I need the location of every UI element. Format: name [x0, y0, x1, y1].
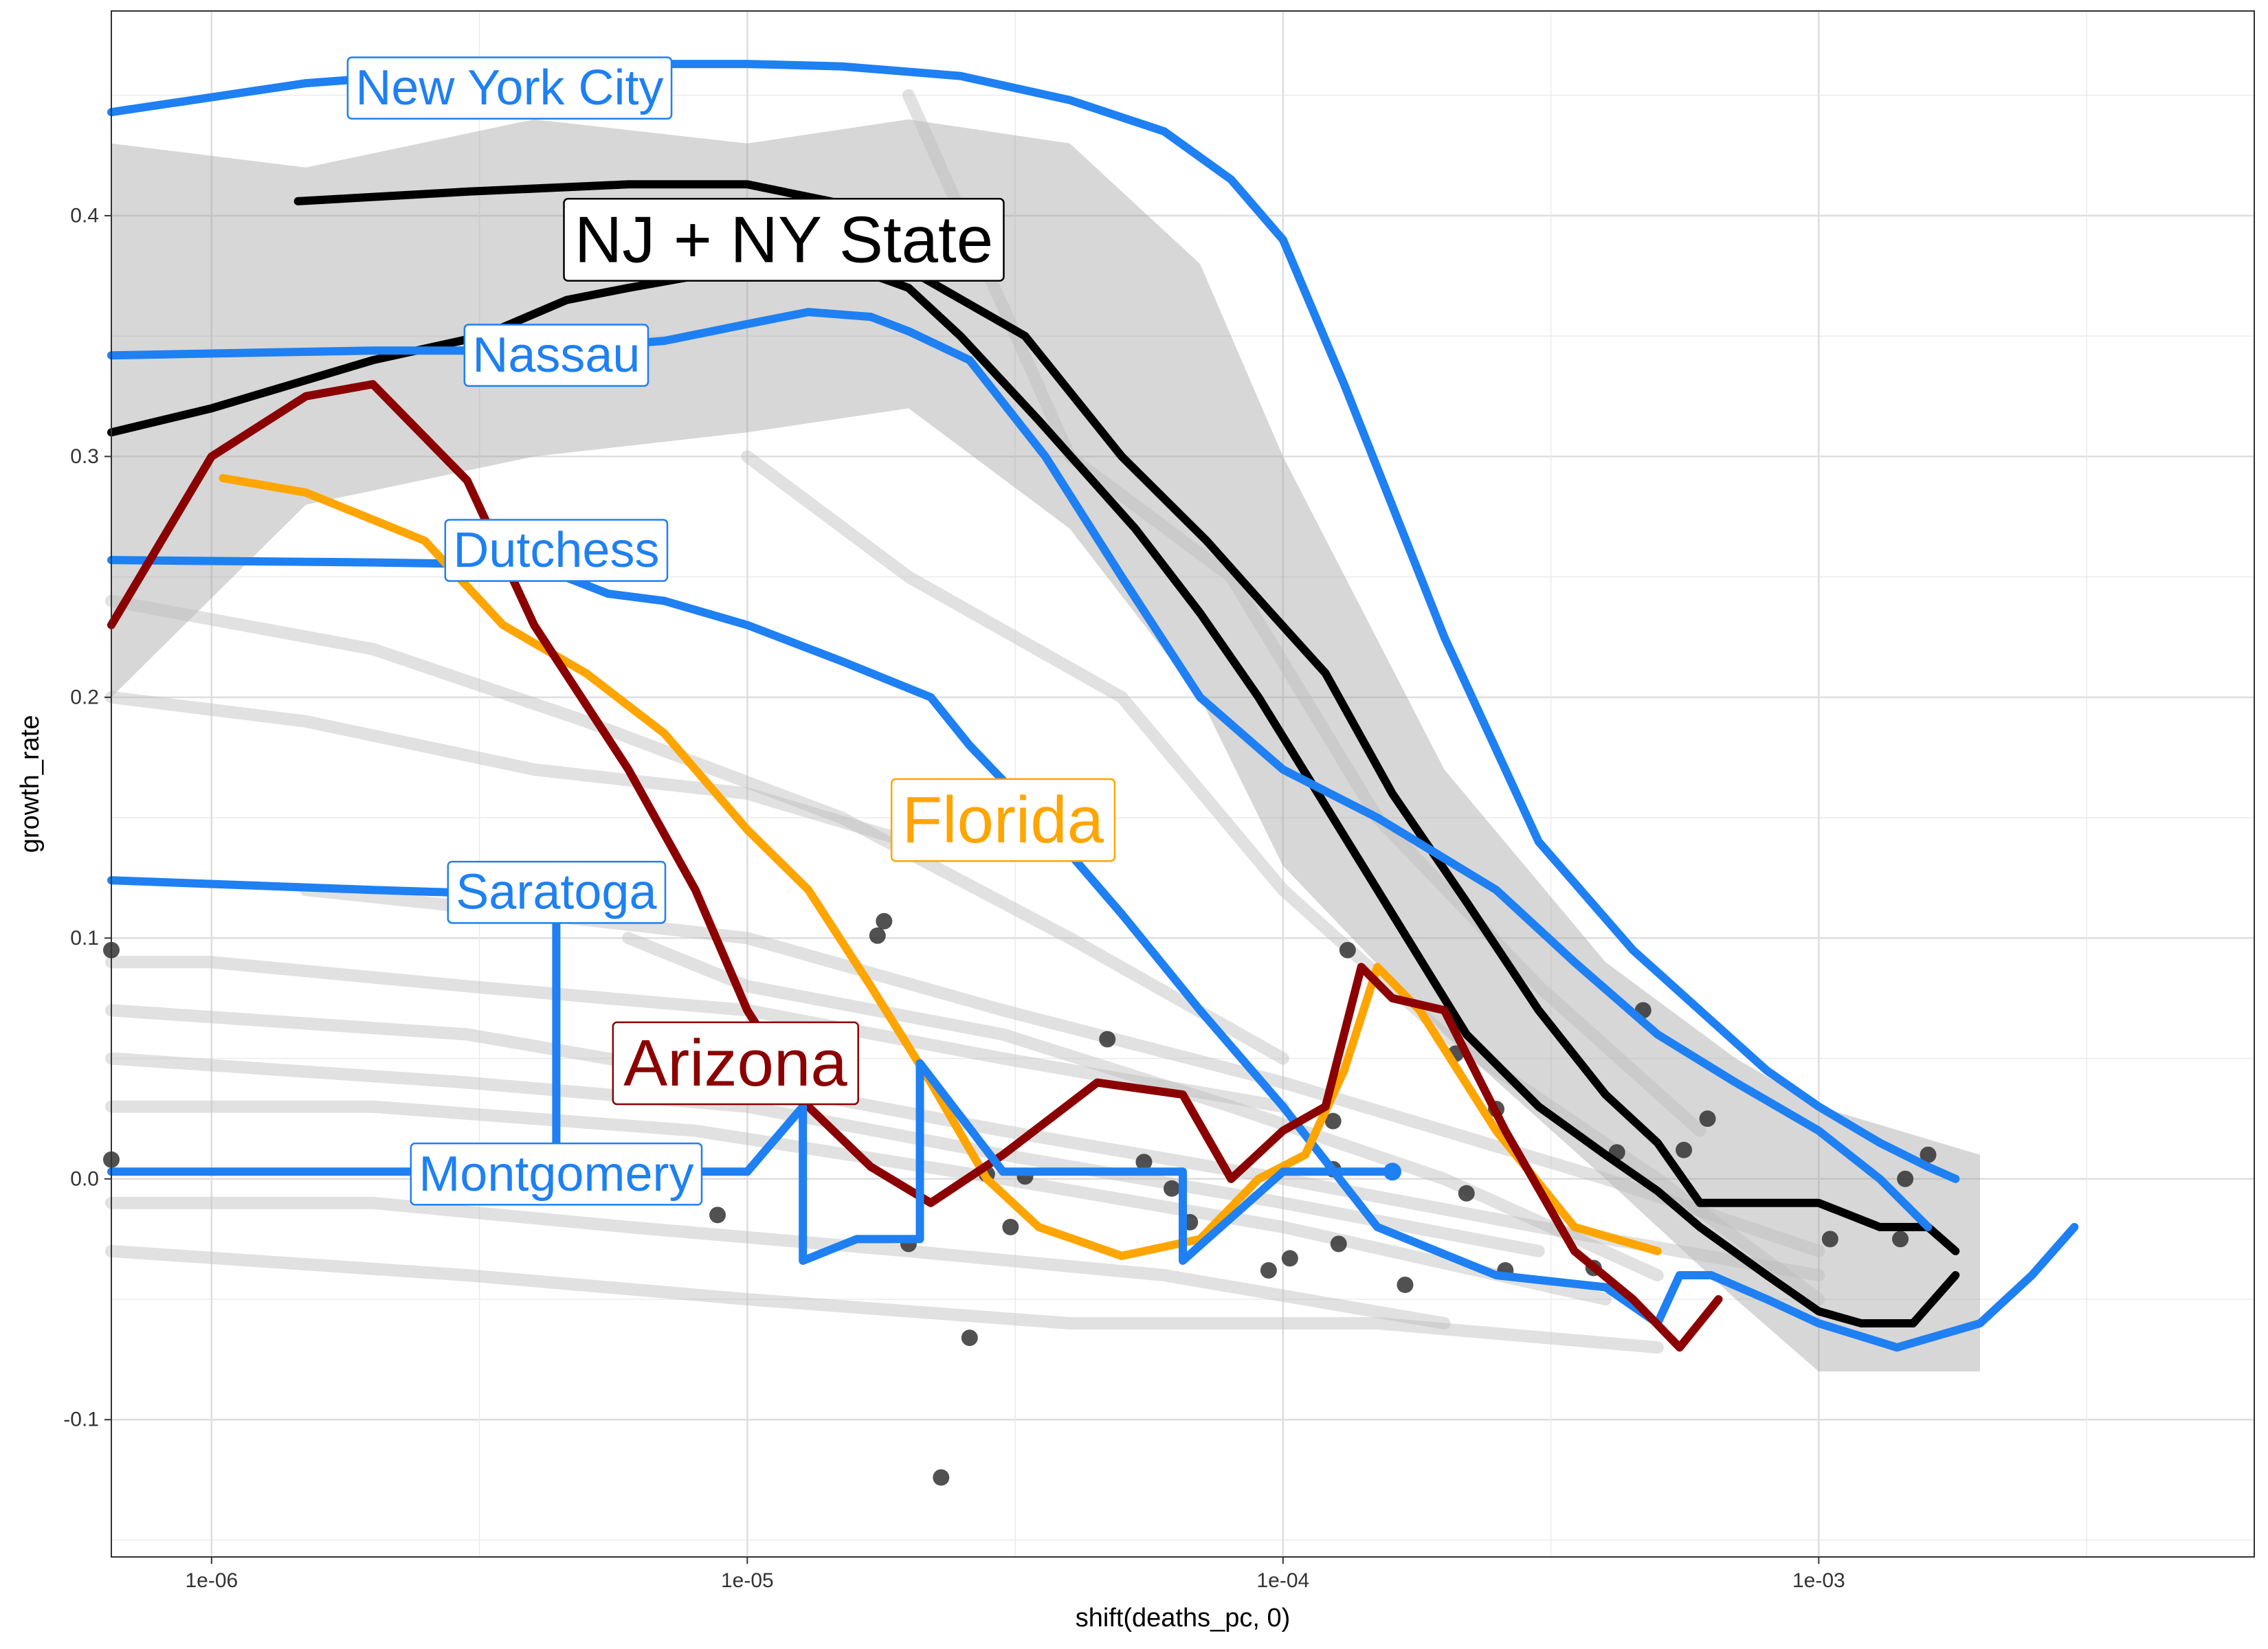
- label-new-york-city: New York City: [346, 56, 673, 120]
- series-line-dutchess: [107, 556, 2079, 1352]
- label-box: [612, 1021, 859, 1106]
- series-endpoint-montgomery: [1383, 1163, 1401, 1181]
- y-tick-label: -0.1: [63, 1409, 99, 1431]
- label-saratoga: Saratoga: [447, 860, 667, 924]
- x-axis-title: shift(deaths_pc, 0): [1076, 1604, 1291, 1633]
- background-series-line: [105, 956, 1289, 1113]
- confidence-band: [111, 119, 1980, 1372]
- label-nassau: Nassau: [463, 324, 649, 388]
- y-axis: -0.1 0.0 0.1 0.2 0.3 0.4: [63, 204, 111, 1431]
- x-axis: 1e-06 1e-05 1e-04 1e-03: [185, 1557, 1845, 1592]
- scatter-point: [1002, 1218, 1019, 1235]
- series-line-arizona: [107, 380, 1723, 1352]
- y-tick-label: 0.0: [70, 1167, 99, 1190]
- label-box: [447, 860, 667, 924]
- label-text: Arizona: [623, 1027, 847, 1100]
- label-montgomery: Montgomery: [410, 1142, 703, 1206]
- label-arizona: Arizona: [612, 1021, 859, 1106]
- background-series-line: [622, 932, 1664, 1281]
- background-series-line: [105, 1244, 1664, 1354]
- label-text: Nassau: [472, 328, 640, 383]
- background-series-line: [105, 1004, 1825, 1281]
- label-dutchess: Dutchess: [444, 519, 669, 582]
- background-series-line: [105, 594, 1289, 1065]
- scatter-point: [1397, 1276, 1414, 1293]
- smooth-band: [111, 119, 1980, 1372]
- x-tick-label: 1e-03: [1792, 1569, 1845, 1592]
- label-box: [890, 778, 1116, 862]
- background-series: [105, 89, 1825, 1354]
- label-text: NJ + NY State: [575, 203, 993, 276]
- scatter-point: [1324, 1112, 1342, 1130]
- scatter-point: [961, 1330, 978, 1347]
- background-series-line: [105, 1196, 1451, 1330]
- scatter-point: [709, 1207, 726, 1224]
- y-tick-label: 0.1: [70, 927, 99, 950]
- series-line-nj-ny-state: [107, 247, 1960, 1327]
- x-tick-label: 1e-04: [1256, 1569, 1309, 1592]
- series-line-nassau: [107, 308, 1933, 1231]
- scatter-point: [1330, 1235, 1347, 1253]
- x-tick-label: 1e-05: [721, 1569, 774, 1592]
- plot-border: [111, 10, 2255, 1558]
- scatter-point: [1164, 1180, 1181, 1197]
- scatter-point: [1135, 1154, 1153, 1171]
- series-line-florida: [219, 473, 1662, 1260]
- scatter-point: [1458, 1185, 1475, 1202]
- scatter-point: [1099, 1031, 1116, 1048]
- label-text: Dutchess: [453, 523, 659, 578]
- label-text: New York City: [355, 60, 663, 115]
- label-text: Florida: [902, 783, 1104, 857]
- y-tick-label: 0.3: [70, 445, 99, 468]
- label-text: Montgomery: [419, 1147, 693, 1202]
- scatter-point: [1897, 1170, 1914, 1187]
- scatter-point: [1676, 1141, 1693, 1158]
- label-box: [410, 1142, 703, 1206]
- series-line-nj-ny-state-upper: [293, 180, 1960, 1255]
- scatter-point: [1821, 1231, 1838, 1248]
- scatter-point: [1892, 1231, 1909, 1248]
- background-series-line: [902, 89, 1706, 1137]
- label-text: Saratoga: [456, 865, 657, 920]
- background-series-line: [741, 450, 1825, 1305]
- scatter-point: [1920, 1146, 1937, 1163]
- y-axis-title: growth_rate: [16, 715, 45, 853]
- label-florida: Florida: [890, 778, 1116, 862]
- scatter-point: [1260, 1261, 1277, 1279]
- label-box: [463, 324, 649, 388]
- background-series-line: [105, 691, 915, 849]
- label-nj-ny-state: NJ + NY State: [563, 198, 1005, 282]
- label-box: [563, 198, 1005, 282]
- scatter-point: [1281, 1250, 1298, 1267]
- background-series-line: [105, 1052, 1545, 1257]
- series-labels: New York City NJ + NY State Nassau Dutchess…: [346, 56, 1116, 1206]
- scatter-point: [869, 927, 886, 944]
- scatter-point: [1339, 941, 1356, 958]
- label-box: [346, 56, 673, 120]
- scatter-point: [933, 1469, 950, 1486]
- scatter-point: [876, 912, 893, 930]
- scatter-point: [1699, 1110, 1716, 1128]
- x-tick-label: 1e-06: [185, 1569, 238, 1592]
- y-tick-label: 0.4: [70, 204, 99, 227]
- y-tick-label: 0.2: [70, 686, 99, 708]
- label-box: [444, 519, 669, 582]
